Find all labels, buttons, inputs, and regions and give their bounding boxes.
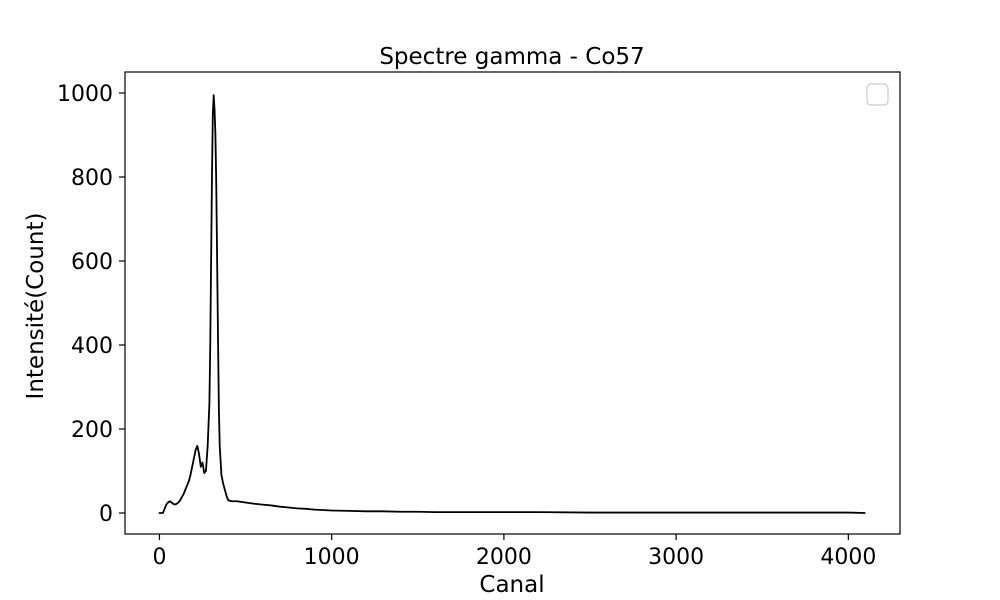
x-tick-label: 1000 <box>304 545 360 570</box>
chart-title: Spectre gamma - Co57 <box>379 44 644 70</box>
x-tick-label: 2000 <box>476 545 532 570</box>
y-axis-label: Intensité(Count) <box>23 213 49 400</box>
legend-box <box>866 83 889 106</box>
x-axis-label: Canal <box>479 572 544 598</box>
y-tick-label: 800 <box>71 166 113 191</box>
x-tick-label: 0 <box>152 545 166 570</box>
x-tick-label: 4000 <box>820 545 876 570</box>
y-tick-label: 600 <box>71 250 113 275</box>
y-tick-label: 1000 <box>57 82 113 107</box>
x-axis-ticks: 0 1000 2000 3000 4000 <box>152 534 876 570</box>
plot-frame <box>124 71 901 535</box>
plot-area <box>124 71 901 535</box>
y-tick-label: 0 <box>99 502 113 527</box>
y-tick-label: 200 <box>71 418 113 443</box>
series-line <box>158 94 866 514</box>
x-tick-label: 3000 <box>648 545 704 570</box>
y-axis-ticks: 0 200 400 600 800 1000 <box>57 82 125 527</box>
y-tick-label: 400 <box>71 334 113 359</box>
